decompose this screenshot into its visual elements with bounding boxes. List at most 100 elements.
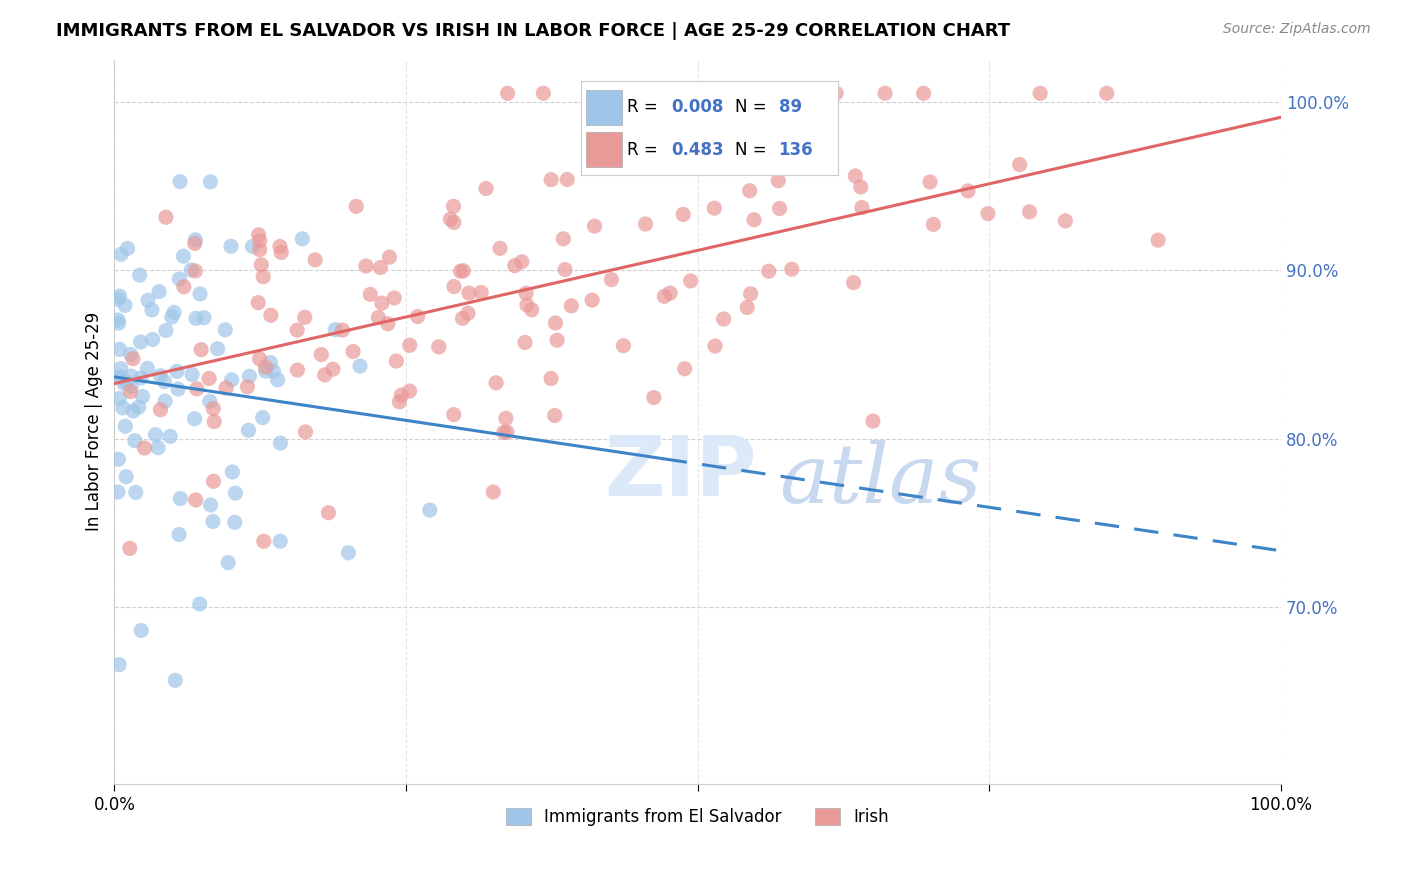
Point <box>1008 157 1031 171</box>
Point <box>236 380 259 394</box>
Point <box>186 382 208 396</box>
Point <box>918 175 941 189</box>
Point <box>503 259 526 273</box>
Point <box>167 382 190 396</box>
Point <box>735 301 758 315</box>
Point <box>912 87 935 101</box>
Point <box>266 373 288 387</box>
Point <box>419 503 441 517</box>
Point <box>193 310 215 325</box>
Point <box>249 351 271 366</box>
Point <box>184 492 207 507</box>
Point <box>458 286 481 301</box>
Point <box>141 303 163 318</box>
Point <box>443 279 465 293</box>
Point <box>249 234 271 248</box>
Point <box>540 172 562 186</box>
Point <box>129 371 152 385</box>
Point <box>125 485 148 500</box>
Point <box>169 272 191 286</box>
Point <box>703 201 725 215</box>
Point <box>270 245 292 260</box>
Point <box>219 239 242 253</box>
Point <box>554 262 576 277</box>
Point <box>111 401 134 415</box>
Point <box>520 302 543 317</box>
Point <box>513 335 536 350</box>
Point <box>214 323 236 337</box>
Point <box>160 310 183 324</box>
Point <box>260 308 283 322</box>
Point <box>120 379 142 393</box>
Point <box>922 218 945 232</box>
Point <box>844 169 866 183</box>
Point <box>115 376 138 390</box>
Point <box>202 401 225 416</box>
Point <box>207 342 229 356</box>
Point <box>1054 214 1077 228</box>
Point <box>200 175 222 189</box>
Point <box>1095 87 1118 101</box>
Point <box>128 268 150 282</box>
Point <box>107 452 129 467</box>
Point <box>560 299 582 313</box>
Point <box>173 279 195 293</box>
Point <box>354 259 377 273</box>
Point <box>643 391 665 405</box>
Point <box>181 368 204 382</box>
Point <box>120 384 142 399</box>
Point <box>389 388 412 402</box>
Point <box>367 310 389 325</box>
Point <box>184 236 207 251</box>
Point <box>153 375 176 389</box>
Point <box>1018 205 1040 219</box>
Point <box>713 312 735 326</box>
Point <box>439 212 461 227</box>
Point <box>612 339 634 353</box>
Point <box>145 427 167 442</box>
Point <box>148 285 170 299</box>
Point <box>977 206 1000 220</box>
Point <box>482 485 505 500</box>
Point <box>184 311 207 326</box>
Point <box>188 597 211 611</box>
Point <box>398 338 420 352</box>
Point <box>155 211 177 225</box>
Point <box>238 423 260 437</box>
Point <box>443 215 465 229</box>
Point <box>217 556 239 570</box>
Point <box>118 541 141 556</box>
Point <box>149 368 172 383</box>
Point <box>108 289 131 303</box>
Point <box>142 333 165 347</box>
Point <box>672 207 695 221</box>
Point <box>108 657 131 672</box>
Point <box>427 340 450 354</box>
Point <box>516 298 538 312</box>
Point <box>269 239 291 253</box>
Point <box>388 395 411 409</box>
Point <box>253 534 276 549</box>
Point <box>600 144 623 158</box>
Point <box>862 414 884 428</box>
Point <box>314 368 336 382</box>
Point <box>247 295 270 310</box>
Point <box>489 241 512 255</box>
Point <box>198 394 221 409</box>
Point <box>198 371 221 385</box>
Point <box>120 369 142 384</box>
Point <box>114 298 136 312</box>
Point <box>159 429 181 443</box>
Point <box>716 87 738 101</box>
Point <box>515 286 537 301</box>
Point <box>385 354 408 368</box>
Point <box>540 371 562 385</box>
Point <box>332 323 354 337</box>
Point <box>371 296 394 310</box>
Point <box>115 469 138 483</box>
Point <box>496 425 519 439</box>
Point <box>583 219 606 234</box>
Point <box>475 181 498 195</box>
Point <box>169 491 191 506</box>
Point <box>342 344 364 359</box>
